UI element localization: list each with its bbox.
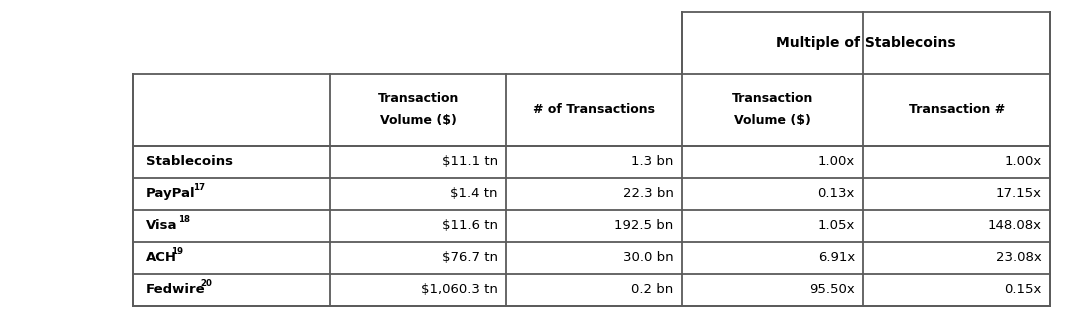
Text: Transaction: Transaction — [377, 92, 459, 105]
Text: Transaction: Transaction — [732, 92, 813, 105]
Text: 20: 20 — [200, 279, 212, 288]
Text: 19: 19 — [171, 247, 183, 256]
Text: ACH: ACH — [146, 251, 177, 264]
Text: 1.05x: 1.05x — [818, 219, 855, 232]
Text: 6.91x: 6.91x — [818, 251, 855, 264]
Text: PayPal: PayPal — [146, 188, 196, 200]
Text: Fedwire: Fedwire — [146, 283, 206, 296]
Text: Multiple of Stablecoins: Multiple of Stablecoins — [776, 36, 956, 50]
Text: $11.1 tn: $11.1 tn — [441, 155, 498, 168]
Text: 1.00x: 1.00x — [1004, 155, 1041, 168]
Text: 23.08x: 23.08x — [996, 251, 1041, 264]
Text: $1.4 tn: $1.4 tn — [450, 188, 498, 200]
Text: 17: 17 — [193, 183, 205, 192]
Text: 30.0 bn: 30.0 bn — [624, 251, 674, 264]
Text: 0.13x: 0.13x — [818, 188, 855, 200]
Text: 1.00x: 1.00x — [818, 155, 855, 168]
Text: # of Transactions: # of Transactions — [533, 103, 656, 116]
Text: Stablecoins: Stablecoins — [146, 155, 233, 168]
Text: Visa: Visa — [146, 219, 178, 232]
Text: Volume ($): Volume ($) — [379, 114, 457, 127]
Text: 22.3 bn: 22.3 bn — [623, 188, 674, 200]
Text: 0.15x: 0.15x — [1004, 283, 1041, 296]
Text: 0.2 bn: 0.2 bn — [631, 283, 674, 296]
Text: $1,060.3 tn: $1,060.3 tn — [421, 283, 498, 296]
Text: 192.5 bn: 192.5 bn — [614, 219, 674, 232]
Text: 148.08x: 148.08x — [987, 219, 1041, 232]
Text: $11.6 tn: $11.6 tn — [441, 219, 498, 232]
Text: 17.15x: 17.15x — [996, 188, 1041, 200]
Text: Transaction #: Transaction # — [908, 103, 1005, 116]
Text: 18: 18 — [178, 215, 190, 224]
Text: Volume ($): Volume ($) — [734, 114, 811, 127]
Text: $76.7 tn: $76.7 tn — [441, 251, 498, 264]
Text: 95.50x: 95.50x — [809, 283, 855, 296]
Text: 1.3 bn: 1.3 bn — [631, 155, 674, 168]
